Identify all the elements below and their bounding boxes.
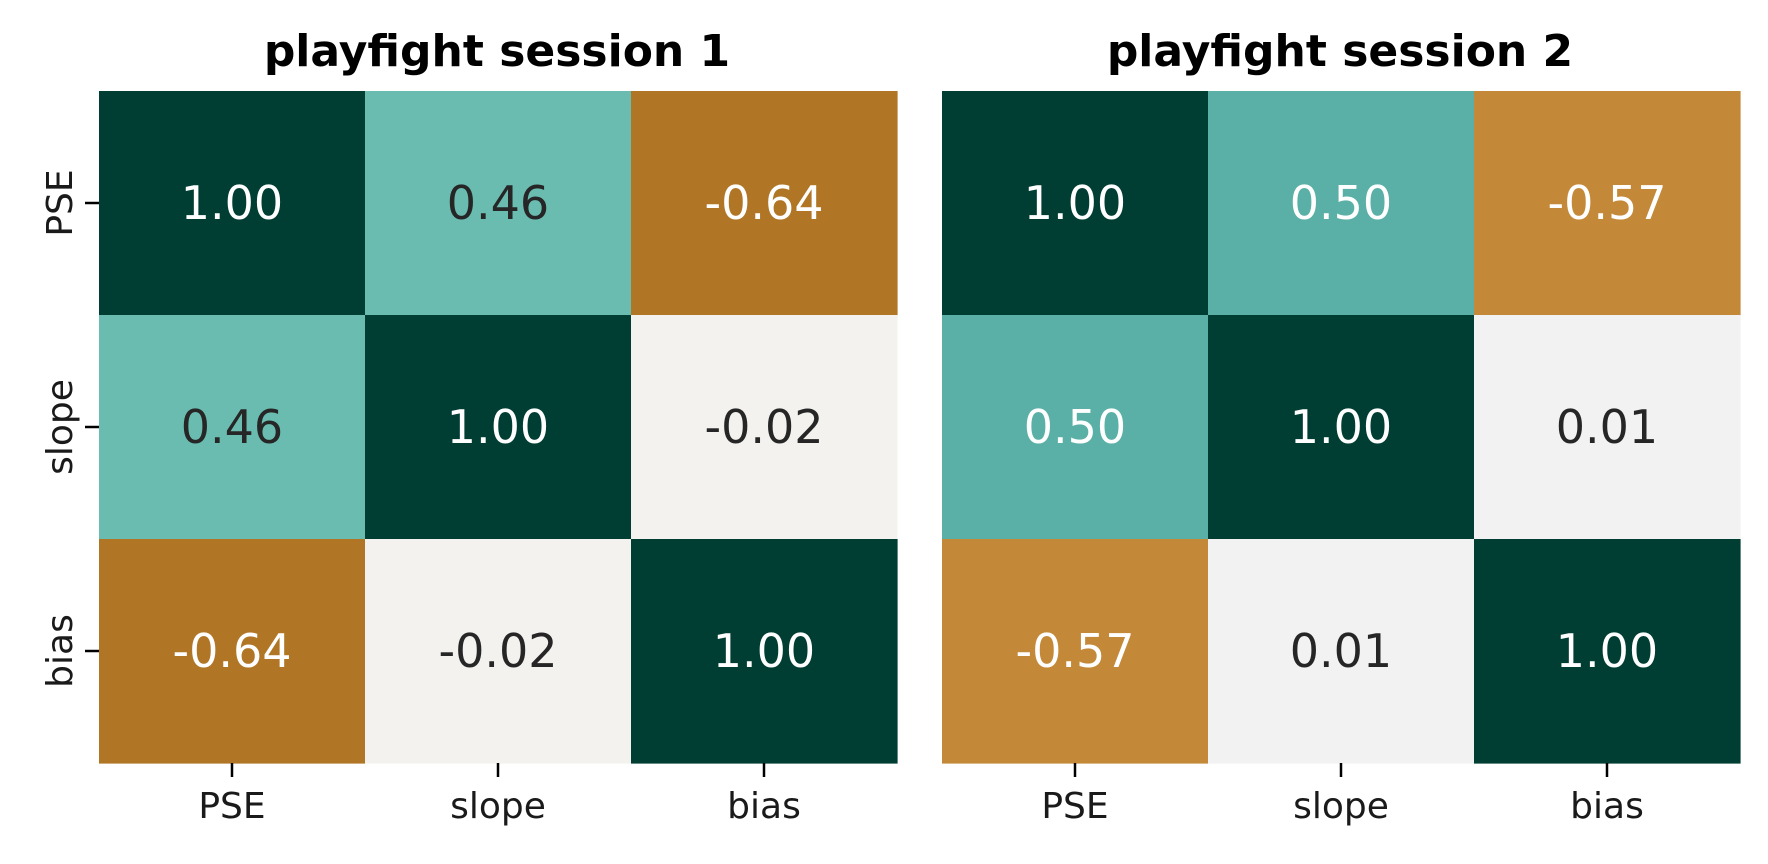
heatmap-cells: 1.00 0.50 -0.57 0.50 1.00 0.01 -0.57 0.01 1.00 [942, 91, 1741, 764]
heatmap-cell [1208, 539, 1475, 764]
x-tick-label: PSE [1041, 786, 1108, 827]
x-tick-label: bias [1570, 786, 1644, 827]
y-tick-label: bias [40, 614, 81, 688]
heatmap-cell [1474, 91, 1741, 316]
heatmap-cell [365, 315, 632, 540]
cell-value-label: 1.00 [1290, 400, 1392, 454]
heatmap-panel-session-1: playfight session 1 1.00 0.46 -0.640.46 1.0… [40, 26, 898, 827]
cell-value-label: 0.01 [1290, 624, 1392, 678]
heatmap-cell [1208, 315, 1475, 540]
cell-value-label: 1.00 [713, 624, 815, 678]
x-tick-label: slope [1293, 786, 1389, 827]
cell-value-label: 0.46 [181, 400, 283, 454]
heatmap-cell [942, 315, 1209, 540]
heatmap-cell [1474, 539, 1741, 764]
cell-value-label: -0.64 [172, 624, 291, 678]
panel-title: playfight session 2 [1107, 26, 1573, 77]
heatmap-cell [631, 315, 898, 540]
heatmap-cell [365, 91, 632, 316]
heatmap-cell [942, 539, 1209, 764]
heatmap-cell [1474, 315, 1741, 540]
cell-value-label: -0.57 [1015, 624, 1134, 678]
cell-value-label: -0.02 [704, 400, 823, 454]
heatmap-cell [631, 539, 898, 764]
cell-value-label: 1.00 [1556, 624, 1658, 678]
x-axis: PSE slope bias [198, 763, 801, 827]
cell-value-label: 1.00 [447, 400, 549, 454]
panel-title: playfight session 1 [264, 26, 730, 77]
cell-value-label: -0.02 [438, 624, 557, 678]
y-axis: PSE slope bias [40, 169, 99, 688]
x-tick-label: PSE [198, 786, 265, 827]
x-tick-label: bias [727, 786, 801, 827]
x-axis: PSE slope bias [1041, 763, 1644, 827]
heatmap-cells: 1.00 0.46 -0.64 0.46 1.00 -0.02 -0.64 -0.02 1.00 [99, 91, 898, 764]
cell-value-label: -0.64 [704, 176, 823, 230]
cell-value-label: 0.50 [1024, 400, 1126, 454]
cell-value-label: 0.46 [447, 176, 549, 230]
x-tick-label: slope [450, 786, 546, 827]
cell-value-label: 0.50 [1290, 176, 1392, 230]
cell-value-label: 0.01 [1556, 400, 1658, 454]
heatmap-cell [631, 91, 898, 316]
y-tick-label: PSE [40, 169, 81, 236]
heatmap-panel-session-2: playfight session 2 1.00 0.50 -0.570.50 1.0… [942, 26, 1741, 827]
cell-value-label: 1.00 [1024, 176, 1126, 230]
heatmap-cell [99, 539, 366, 764]
heatmap-cell [99, 91, 366, 316]
heatmap-cell [942, 91, 1209, 316]
heatmap-cell [99, 315, 366, 540]
cell-value-label: -0.57 [1547, 176, 1666, 230]
heatmap-cell [1208, 91, 1475, 316]
y-tick-label: slope [40, 379, 81, 475]
heatmap-cell [365, 539, 632, 764]
cell-value-label: 1.00 [181, 176, 283, 230]
